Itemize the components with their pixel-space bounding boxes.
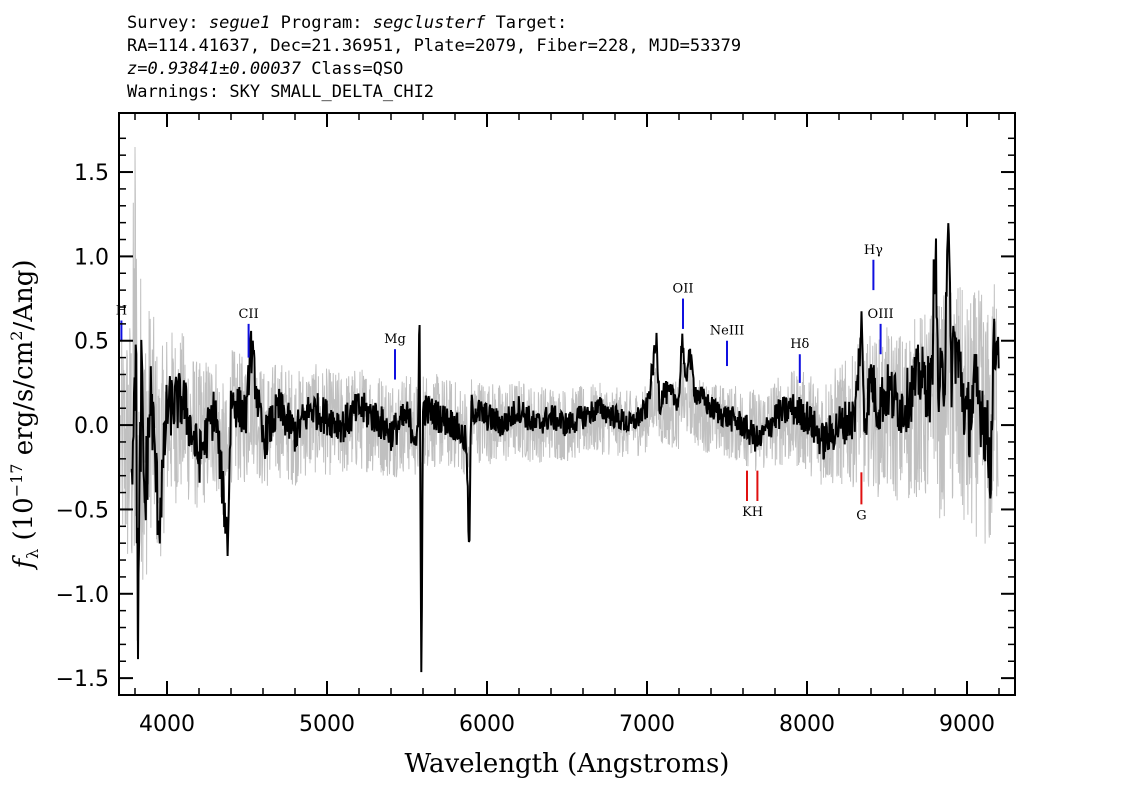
x-tick-label: 7000 (619, 712, 675, 737)
y-tick-label: 1.5 (74, 161, 109, 186)
header-line-redshift: z=0.93841±0.00037 Class=QSO (127, 58, 741, 81)
error-series (120, 146, 999, 655)
x-tick-label: 4000 (139, 712, 195, 737)
emission-line-label-1: CII (238, 307, 258, 322)
absorption-line-label-0: K (742, 505, 752, 520)
survey-value: segue1 (208, 13, 271, 33)
y-tick-label: −0.5 (56, 498, 109, 523)
class-value: Class=QSO (311, 59, 404, 79)
axis-ticks: 4000 5000 6000 7000 8000 9000 −1.5 −1.0 −0.5 0.0 0… (56, 113, 1015, 737)
survey-label: Survey: (127, 13, 199, 33)
y-tick-label: 0.0 (74, 414, 109, 439)
x-axis-title: Wavelength (Angstroms) (405, 749, 730, 779)
error-band-layer (120, 146, 999, 655)
header-line-survey: Survey: segue1 Program: segclusterf Targ… (127, 12, 741, 35)
x-tick-label: 6000 (459, 712, 515, 737)
absorption-line-label-1: H (752, 505, 763, 520)
program-value: segclusterf (372, 13, 486, 33)
emission-line-label-7: OIII (868, 307, 894, 322)
emission-line-label-3: OII (673, 282, 694, 297)
header-line-coordinates: RA=114.41637, Dec=21.36951, Plate=2079, … (127, 36, 742, 56)
y-tick-label: −1.0 (56, 583, 109, 608)
emission-line-label-6: Hγ (864, 243, 883, 258)
y-tick-label: 1.0 (74, 245, 109, 270)
y-tick-label: 0.5 (74, 330, 109, 355)
x-tick-label: 8000 (779, 712, 835, 737)
y-axis-title: fλ (10−17 erg/s/cm2/Ang) (7, 259, 42, 570)
redshift-value: z=0.93841±0.00037 (127, 59, 301, 79)
emission-line-label-4: NeIII (710, 324, 744, 339)
absorption-line-label-2: G (856, 508, 866, 523)
x-tick-label: 5000 (299, 712, 355, 737)
y-tick-label: −1.5 (56, 667, 109, 692)
header-line-warnings: Warnings: SKY SMALL_DELTA_CHI2 (127, 82, 435, 102)
target-label: Target: (495, 13, 568, 33)
program-label: Program: (280, 13, 363, 33)
emission-line-label-2: Mg (384, 332, 406, 347)
flux-series (130, 223, 1000, 673)
emission-line-label-5: Hδ (790, 337, 809, 352)
flux-layer (130, 223, 1000, 673)
x-tick-label: 9000 (939, 712, 995, 737)
plot-frame (118, 112, 1016, 696)
emission-line-label-0: H (116, 303, 127, 318)
spectrum-header: Survey: segue1 Program: segclusterf Targ… (127, 12, 741, 104)
